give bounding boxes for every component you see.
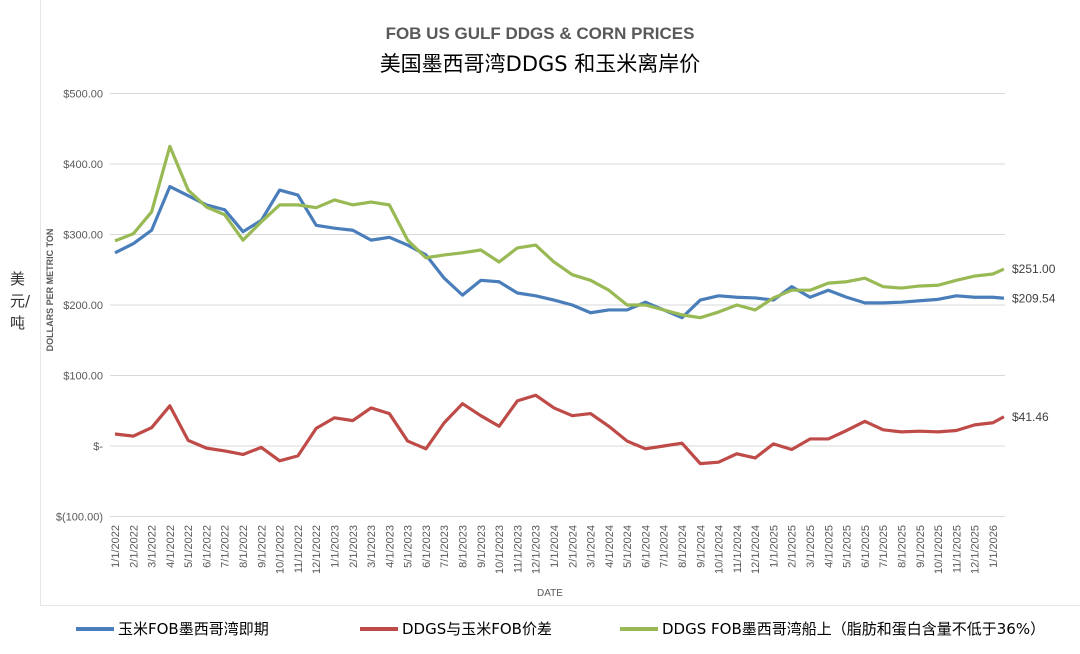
y-tick-label: $-: [93, 441, 103, 453]
x-tick-label: 4/1/2025: [823, 525, 835, 568]
x-tick-label: 12/1/2022: [311, 525, 323, 574]
x-tick-label: 1/1/2023: [329, 525, 341, 568]
x-tick-label: 8/1/2024: [677, 525, 689, 568]
x-tick-label: 6/1/2025: [860, 525, 872, 568]
legend-item-corn: 玉米FOB墨西哥湾即期: [76, 618, 269, 639]
x-tick-label: 9/1/2024: [695, 525, 707, 568]
x-tick-label: 7/1/2023: [439, 525, 451, 568]
x-tick-label: 11/1/2025: [951, 525, 963, 573]
chart-subtitle: 美国墨西哥湾DDGS 和玉米离岸价: [379, 52, 701, 76]
y-tick-label: $100.00: [63, 371, 103, 383]
x-tick-label: 5/1/2025: [842, 525, 854, 568]
legend-label: 玉米FOB墨西哥湾即期: [118, 620, 269, 638]
y-tick-label: $500.00: [63, 89, 103, 101]
x-tick-label: 5/1/2024: [622, 525, 634, 568]
legend-swatch: [620, 626, 658, 631]
x-tick-label: 5/1/2022: [183, 525, 195, 568]
x-tick-label: 4/1/2022: [165, 525, 177, 568]
y-tick-label: $300.00: [63, 230, 103, 242]
x-tick-label: 2/1/2025: [787, 525, 799, 568]
x-tick-label: 10/1/2022: [275, 525, 287, 574]
legend-label: DDGS FOB墨西哥湾船上（脂肪和蛋白含量不低于36%）: [662, 620, 1046, 638]
legend-swatch: [360, 626, 398, 631]
x-tick-label: 1/1/2022: [110, 525, 122, 568]
x-tick-label: 12/1/2024: [750, 525, 762, 574]
x-tick-label: 11/1/2022: [293, 525, 305, 573]
chart-frame-left: [40, 0, 41, 605]
x-tick-label: 7/1/2025: [878, 525, 890, 568]
x-tick-label: 3/1/2022: [147, 525, 159, 568]
x-tick-label: 8/1/2023: [458, 525, 470, 568]
x-tick-label: 3/1/2025: [805, 525, 817, 568]
x-tick-label: 8/1/2025: [896, 525, 908, 568]
y-axis-title: DOLLARS PER METRIC TON: [45, 229, 55, 352]
chart-frame-bottom: [40, 605, 1080, 606]
x-tick-label: 10/1/2025: [933, 525, 945, 574]
x-tick-label: 1/1/2025: [768, 525, 780, 568]
x-tick-label: 9/1/2022: [256, 525, 268, 568]
end-value-label: $251.00: [1012, 262, 1056, 276]
x-tick-label: 3/1/2024: [586, 525, 598, 568]
end-value-label: $209.54: [1012, 291, 1056, 305]
x-tick-label: 6/1/2024: [640, 525, 652, 568]
series-line-1: [114, 393, 1005, 466]
legend-item-ddgs: DDGS FOB墨西哥湾船上（脂肪和蛋白含量不低于36%）: [620, 618, 1045, 639]
x-tick-label: 10/1/2024: [714, 525, 726, 574]
x-axis-title: DATE: [537, 588, 563, 599]
x-tick-label: 9/1/2025: [915, 525, 927, 568]
y-tick-label: $400.00: [63, 159, 103, 171]
x-tick-label: 5/1/2023: [403, 525, 415, 568]
y-tick-label: $(100.00): [56, 512, 103, 524]
y-tick-label: $200.00: [63, 300, 103, 312]
x-tick-label: 8/1/2022: [238, 525, 250, 568]
x-tick-label: 12/1/2025: [970, 525, 982, 574]
x-tick-label: 7/1/2022: [220, 525, 232, 568]
x-tick-label: 6/1/2022: [201, 525, 213, 568]
legend: 玉米FOB墨西哥湾即期 DDGS与玉米FOB价差 DDGS FOB墨西哥湾船上（…: [0, 618, 1080, 642]
x-tick-label: 12/1/2023: [531, 525, 543, 574]
chart-title: FOB US GULF DDGS & CORN PRICES: [385, 24, 695, 43]
x-tick-label: 4/1/2023: [384, 525, 396, 568]
x-tick-label: 11/1/2023: [512, 525, 524, 573]
legend-label: DDGS与玉米FOB价差: [402, 620, 552, 638]
legend-item-spread: DDGS与玉米FOB价差: [360, 618, 552, 639]
series-line-2: [114, 144, 1005, 320]
x-tick-label: 2/1/2024: [567, 525, 579, 568]
x-tick-label: 2/1/2023: [348, 525, 360, 568]
x-tick-label: 1/1/2026: [988, 525, 1000, 568]
x-tick-label: 1/1/2024: [549, 525, 561, 568]
x-tick-label: 11/1/2024: [732, 525, 744, 573]
x-tick-label: 7/1/2024: [659, 525, 671, 568]
x-tick-label: 9/1/2023: [476, 525, 488, 568]
x-tick-label: 4/1/2024: [604, 525, 616, 568]
series-line-0: [114, 184, 1005, 320]
end-value-label: $41.46: [1012, 410, 1049, 424]
x-tick-label: 3/1/2023: [366, 525, 378, 568]
legend-swatch: [76, 626, 114, 631]
y-axis-unit-cn: 美元/吨: [10, 270, 31, 332]
x-tick-label: 2/1/2022: [128, 525, 140, 568]
x-tick-label: 10/1/2023: [494, 525, 506, 574]
x-tick-label: 6/1/2023: [421, 525, 433, 568]
